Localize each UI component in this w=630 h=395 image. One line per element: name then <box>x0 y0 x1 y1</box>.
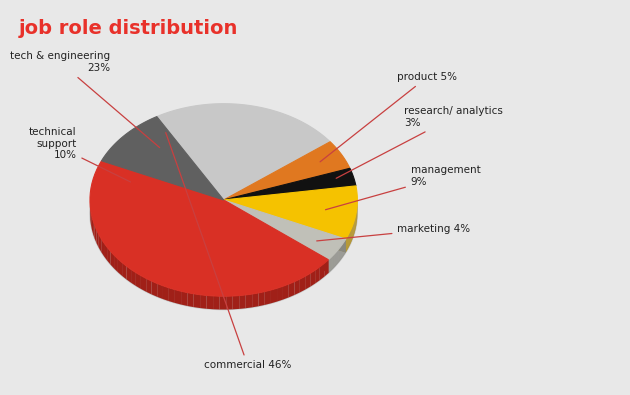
Polygon shape <box>289 282 294 297</box>
Polygon shape <box>213 296 220 310</box>
Polygon shape <box>224 142 350 200</box>
Polygon shape <box>324 260 328 277</box>
Polygon shape <box>271 288 277 303</box>
Polygon shape <box>101 117 224 200</box>
Polygon shape <box>101 239 104 256</box>
Polygon shape <box>94 225 96 243</box>
Text: marketing 4%: marketing 4% <box>317 224 471 241</box>
Text: management
9%: management 9% <box>326 165 481 210</box>
Polygon shape <box>99 234 101 252</box>
Polygon shape <box>224 200 346 252</box>
Polygon shape <box>118 259 122 276</box>
Polygon shape <box>158 284 163 299</box>
Polygon shape <box>224 200 346 260</box>
Polygon shape <box>169 288 175 303</box>
Polygon shape <box>107 247 110 265</box>
Polygon shape <box>224 168 356 200</box>
Polygon shape <box>315 267 320 284</box>
Polygon shape <box>265 290 271 305</box>
Polygon shape <box>181 291 187 306</box>
Text: commercial 46%: commercial 46% <box>166 133 292 371</box>
Polygon shape <box>141 276 146 292</box>
Polygon shape <box>224 200 328 273</box>
Polygon shape <box>283 284 289 299</box>
Polygon shape <box>146 278 152 294</box>
Polygon shape <box>131 269 136 286</box>
Text: job role distribution: job role distribution <box>19 19 238 38</box>
Text: technical
support
10%: technical support 10% <box>29 127 130 182</box>
Polygon shape <box>136 273 141 289</box>
Polygon shape <box>252 293 258 307</box>
Polygon shape <box>305 273 310 290</box>
Polygon shape <box>310 270 315 287</box>
Polygon shape <box>207 295 213 309</box>
Polygon shape <box>277 286 283 301</box>
Text: research/ analytics
3%: research/ analytics 3% <box>336 106 503 178</box>
Polygon shape <box>91 211 92 229</box>
Polygon shape <box>294 279 300 295</box>
Polygon shape <box>246 294 252 308</box>
Polygon shape <box>200 295 207 309</box>
Polygon shape <box>320 263 324 280</box>
Polygon shape <box>258 292 265 306</box>
Polygon shape <box>114 255 118 272</box>
Polygon shape <box>152 281 158 297</box>
Polygon shape <box>224 186 357 239</box>
Text: tech & engineering
23%: tech & engineering 23% <box>10 51 159 148</box>
Polygon shape <box>163 286 169 301</box>
Polygon shape <box>239 295 246 309</box>
Polygon shape <box>93 221 94 239</box>
Polygon shape <box>175 290 181 305</box>
Polygon shape <box>224 200 328 273</box>
Polygon shape <box>122 263 127 279</box>
Text: product 5%: product 5% <box>320 72 457 162</box>
Polygon shape <box>193 294 200 308</box>
Polygon shape <box>232 295 239 309</box>
Polygon shape <box>92 216 93 234</box>
Polygon shape <box>157 103 330 200</box>
Polygon shape <box>300 276 305 292</box>
Polygon shape <box>187 293 193 307</box>
Polygon shape <box>224 200 346 252</box>
Polygon shape <box>96 230 99 248</box>
Polygon shape <box>127 266 131 283</box>
Polygon shape <box>110 251 114 269</box>
Polygon shape <box>226 296 232 310</box>
Polygon shape <box>220 296 226 310</box>
Polygon shape <box>104 243 107 260</box>
Polygon shape <box>90 117 357 310</box>
Polygon shape <box>90 161 328 296</box>
